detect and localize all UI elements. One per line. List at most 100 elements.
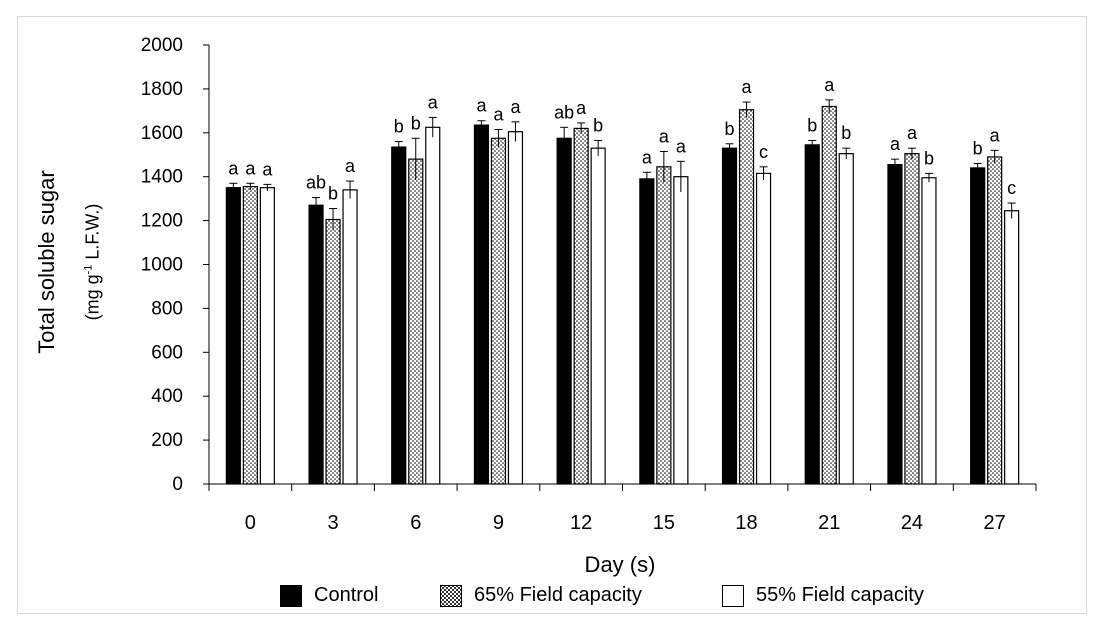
x-tick-label: 15 (653, 512, 675, 534)
bar-65 (656, 166, 672, 485)
x-tick-label: 3 (327, 512, 338, 534)
y-tick-label: 0 (172, 474, 183, 495)
legend: Control 65% Field capacity 55% Field cap… (0, 584, 1104, 614)
significance-letter: b (593, 115, 603, 135)
significance-letter: a (510, 97, 521, 117)
significance-letter: b (841, 123, 851, 143)
bar-55 (921, 177, 937, 485)
significance-letter: c (759, 142, 768, 162)
significance-letter: a (907, 123, 918, 143)
bars (225, 99, 1020, 485)
significance-letter: b (725, 119, 735, 139)
y-units-suffix: L.F.W.) (82, 203, 103, 265)
significance-letter: b (807, 115, 817, 135)
y-tick-label: 1400 (141, 167, 183, 188)
bar-65 (573, 127, 589, 485)
y-units-prefix: (mg g (82, 274, 103, 321)
bar-control (308, 204, 324, 485)
significance-letter: a (676, 136, 687, 156)
significance-letter: a (642, 147, 653, 167)
bar-55 (1004, 210, 1020, 485)
legend-swatch-control (280, 584, 302, 607)
legend-item-65: 65% Field capacity (440, 584, 642, 607)
significance-letter: b (973, 139, 983, 159)
legend-label-control: Control (314, 584, 379, 606)
legend-swatch-65 (440, 584, 462, 607)
y-axis-title: Total soluble sugar (34, 170, 59, 354)
legend-label-65: 65% Field capacity (474, 584, 642, 606)
x-tick-label: 18 (735, 512, 757, 534)
legend-label-55: 55% Field capacity (756, 584, 924, 606)
significance-letter: a (493, 105, 504, 125)
significance-letter: a (890, 134, 901, 154)
bar-control (639, 178, 655, 485)
bar-control (887, 164, 903, 485)
bar-65 (904, 153, 920, 485)
significance-letter: a (742, 77, 753, 97)
bar-65 (242, 185, 258, 485)
bar-55 (342, 189, 358, 485)
legend-item-control: Control (280, 584, 378, 607)
bar-55 (838, 153, 854, 485)
legend-item-55: 55% Field capacity (722, 584, 924, 607)
x-tick-label: 24 (901, 512, 923, 534)
bar-55 (259, 187, 275, 485)
bar-control (391, 146, 407, 485)
y-tick-label: 200 (151, 430, 183, 451)
y-tick-label: 1600 (141, 123, 183, 144)
significance-letter: ab (306, 173, 326, 193)
bar-55 (755, 172, 772, 485)
significance-letter: a (228, 158, 239, 178)
significance-letter: a (262, 159, 273, 179)
bar-control (804, 144, 820, 485)
x-tick-label: 27 (984, 512, 1006, 534)
significance-letter: ab (554, 102, 574, 122)
significance-letter: b (394, 117, 404, 137)
bar-55 (425, 126, 441, 485)
x-tick-label: 12 (570, 512, 592, 534)
y-tick-label: 800 (151, 298, 183, 319)
significance-letter: a (576, 98, 587, 118)
axes: 0 200 400 600 800 1000 1200 1400 1600 1800 2000 0 3 6… (141, 35, 1037, 534)
bar-65 (821, 105, 837, 485)
significance-letter: a (245, 158, 256, 178)
y-tick-label: 2000 (141, 35, 183, 56)
bar-55 (507, 131, 524, 485)
y-tick-label: 1200 (141, 211, 183, 232)
y-tick-label: 600 (151, 342, 183, 363)
bar-control (225, 187, 241, 485)
x-tick-label: 6 (410, 512, 421, 534)
y-tick-label: 1800 (141, 79, 183, 100)
x-tick-label: 0 (245, 512, 256, 534)
significance-letter: c (1007, 178, 1016, 198)
bar-control (970, 167, 986, 485)
bar-65 (738, 109, 755, 485)
significance-letter: a (659, 126, 670, 146)
y-tick-label: 1000 (141, 255, 183, 276)
bar-control (473, 124, 490, 485)
x-tick-label: 9 (493, 512, 504, 534)
bar-55 (673, 176, 689, 485)
y-units-sup: -1 (82, 264, 95, 275)
significance-letter: b (924, 148, 934, 168)
bar-control (556, 137, 572, 485)
bar-65 (490, 137, 507, 485)
x-tick-label: 21 (818, 512, 840, 534)
bar-65 (325, 218, 341, 485)
significance-letter: b (411, 113, 421, 133)
significance-letter: a (824, 75, 835, 95)
bar-65 (408, 158, 424, 485)
bar-65 (987, 156, 1003, 485)
significance-letter: a (345, 156, 356, 176)
significance-letter: a (990, 125, 1001, 145)
bar-control (721, 147, 738, 485)
significance-letter: a (476, 96, 487, 116)
legend-swatch-55 (722, 584, 744, 607)
y-axis-units: (mg g-1 L.F.W.) (83, 204, 104, 321)
x-axis-title: Day (s) (584, 552, 656, 577)
bar-55 (590, 147, 606, 485)
significance-letter: a (428, 92, 439, 112)
significance-letter: b (328, 184, 338, 204)
